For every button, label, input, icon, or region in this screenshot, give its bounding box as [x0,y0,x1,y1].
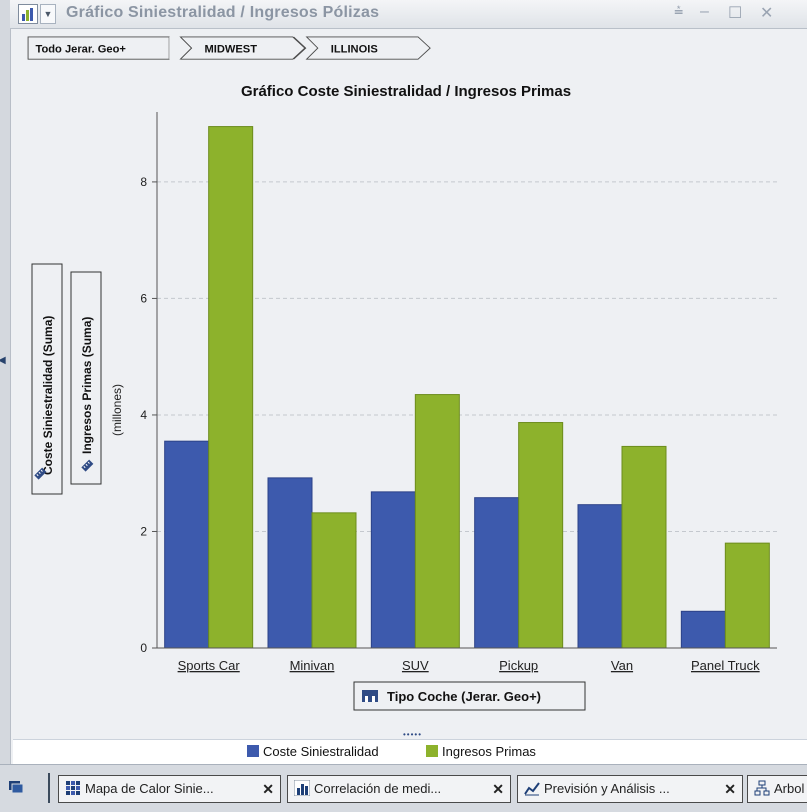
measure-icon [34,467,47,480]
y-axis-unit: (millones) [110,384,124,436]
y-axis-label-coste[interactable]: Coste Siniestralidad (Suma) [31,263,63,495]
x-tick-label[interactable]: Panel Truck [691,658,760,673]
minimize-icon[interactable]: – [700,3,709,20]
gridlines [157,181,777,532]
taskbar: Mapa de Calor Sinie... ✕ Correlación de … [0,764,807,812]
resize-handle-icon[interactable]: ••••• [403,730,423,739]
breadcrumb-label-midwest[interactable]: MIDWEST [205,44,258,56]
close-tab-icon[interactable]: ✕ [724,781,736,797]
legend-label-coste: Coste Siniestralidad [263,744,379,759]
bar-coste[interactable] [577,504,623,649]
tab-mapa-calor[interactable]: Mapa de Calor Sinie... ✕ [58,775,281,803]
y-tick-label: 6 [140,291,147,305]
maximize-icon[interactable]: ☐ [728,5,743,22]
window-menu-dropdown-icon[interactable]: ▼ [40,4,56,24]
bar-ingresos[interactable] [518,422,564,649]
x-tick-label[interactable]: Pickup [499,658,538,673]
x-tick-label[interactable]: Minivan [290,658,335,673]
bar-ingresos[interactable] [208,126,254,649]
bar-ingresos[interactable] [724,542,770,649]
measure-icon [81,459,94,472]
tab-label: Arbol [774,781,805,796]
y-axis-label-ingresos-text: Ingresos Primas (Suma) [80,317,94,454]
y-axis: 0 2 4 6 8 [140,112,158,655]
bar-coste[interactable] [164,440,210,649]
bar-ingresos[interactable] [311,512,357,649]
x-axis-label-button[interactable]: Tipo Coche (Jerar. Geo+) [353,681,586,711]
legend-swatch-coste [247,745,259,757]
y-tick-label: 2 [140,524,147,538]
legend: Coste Siniestralidad Ingresos Primas [13,739,807,764]
x-tick-label[interactable]: Sports Car [178,658,241,673]
breadcrumb-label-illinois[interactable]: ILLINOIS [331,44,378,56]
bar-chart-icon[interactable] [18,4,38,24]
tab-label: Correlación de medi... [314,781,442,796]
window-titlebar: ▼ Gráfico Siniestralidad / Ingresos Póli… [10,0,807,29]
y-tick-label: 4 [140,408,147,422]
legend-item-ingresos: Ingresos Primas [426,744,536,759]
bar-coste[interactable] [474,497,520,649]
taskbar-separator [48,773,50,803]
tab-correlacion[interactable]: Correlación de medi... ✕ [287,775,511,803]
bar-chart: Gráfico Coste Siniestralidad / Ingresos … [13,70,807,730]
y-tick-label: 0 [140,641,147,655]
windows-stack-icon[interactable] [8,778,24,794]
category-icon [362,690,378,702]
tab-label: Previsión y Análisis ... [544,781,670,796]
x-tick-label[interactable]: Van [611,658,633,673]
left-collapse-strip[interactable]: ◀ [0,0,11,764]
bar-ingresos[interactable] [621,445,667,649]
bar-ingresos[interactable] [414,394,460,649]
close-tab-icon[interactable]: ✕ [262,781,274,797]
bar-coste[interactable] [680,610,726,649]
y-axis-label-coste-text: Coste Siniestralidad (Suma) [41,316,55,475]
tab-arbol[interactable]: Arbol [747,775,807,803]
x-axis-label: Tipo Coche (Jerar. Geo+) [387,689,541,704]
line-chart-icon [524,782,540,796]
heatmap-icon [66,781,80,795]
bar-chart-icon [294,780,310,796]
filter-icon[interactable]: ⩮ [674,3,684,20]
tab-prevision[interactable]: Previsión y Análisis ... ✕ [517,775,743,803]
bar-coste[interactable] [267,477,313,649]
breadcrumb-item-root[interactable]: Todo Jerar. Geo+ [36,44,127,56]
close-icon[interactable]: ✕ [760,5,774,22]
bars [164,126,770,649]
chart-title: Gráfico Coste Siniestralidad / Ingresos … [241,83,571,100]
legend-label-ingresos: Ingresos Primas [442,744,536,759]
x-axis: Sports Car Minivan SUV Pickup Van Panel Truck [157,647,777,673]
tree-icon [754,780,770,796]
breadcrumb-item-illinois[interactable] [305,36,431,60]
window-title: Gráfico Siniestralidad / Ingresos Póliza… [66,4,380,21]
x-tick-label[interactable]: SUV [402,658,429,673]
chart-window: ◀ ▼ Gráfico Siniestralidad / Ingresos Pó… [0,0,807,764]
y-tick-label: 8 [140,175,147,189]
legend-swatch-ingresos [426,745,438,757]
collapse-grip-icon[interactable]: ◀ [0,355,6,366]
y-axis-label-ingresos[interactable]: Ingresos Primas (Suma) [70,271,102,485]
tab-label: Mapa de Calor Sinie... [85,781,214,796]
legend-item-coste: Coste Siniestralidad [247,744,379,759]
breadcrumb: Todo Jerar. Geo+ MIDWEST ILLINOIS [27,36,431,60]
close-tab-icon[interactable]: ✕ [492,781,504,797]
bar-coste[interactable] [370,491,416,649]
